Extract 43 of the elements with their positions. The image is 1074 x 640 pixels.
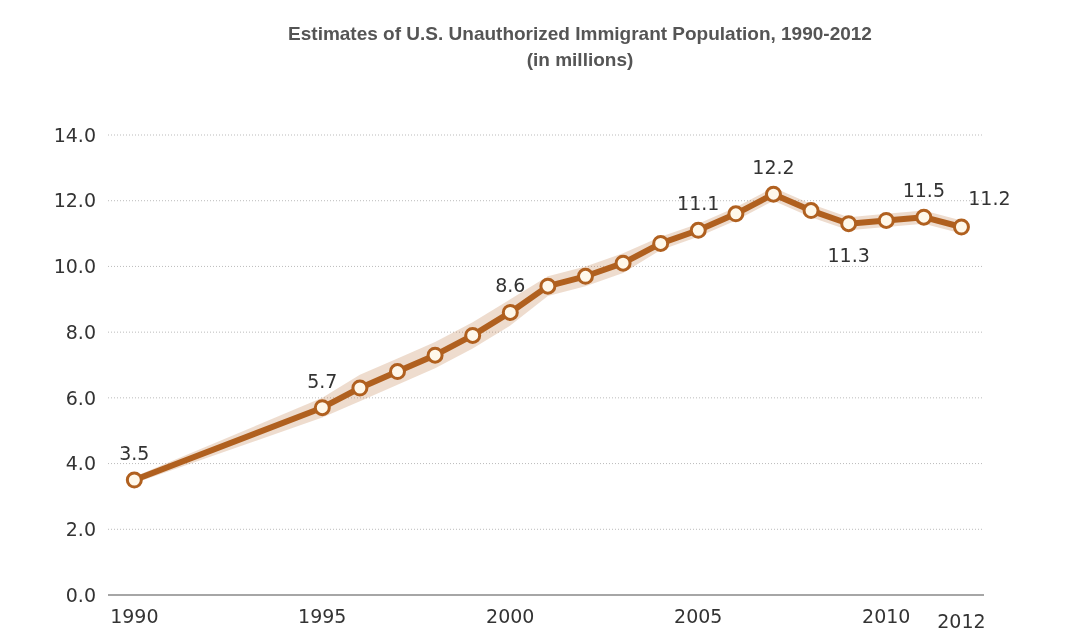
point — [539, 277, 557, 295]
x-tick-label: 2005 — [674, 605, 723, 627]
data-label: 8.6 — [495, 274, 526, 297]
point — [388, 363, 406, 381]
point — [689, 221, 707, 239]
x-tick-label: 2000 — [486, 605, 535, 627]
y-tick-label: 6.0 — [65, 386, 96, 409]
y-tick-label: 10.0 — [53, 255, 96, 278]
point — [501, 303, 519, 321]
data-label: 3.5 — [119, 442, 150, 464]
chart-subtitle: (in millions) — [526, 49, 634, 70]
point — [840, 215, 858, 233]
point — [952, 218, 970, 236]
point — [652, 234, 670, 252]
data-label: 11.5 — [902, 179, 945, 202]
point — [877, 211, 895, 229]
y-tick-label: 14.0 — [53, 123, 96, 146]
y-tick-label: 8.0 — [65, 320, 96, 343]
data-label: 5.7 — [307, 369, 338, 392]
point — [764, 185, 782, 203]
point — [125, 471, 143, 489]
data-label: 11.2 — [968, 187, 1011, 209]
y-tick-label: 12.0 — [53, 189, 96, 212]
x-tick-label: 2010 — [862, 605, 911, 627]
y-tick-label: 4.0 — [65, 452, 96, 475]
x-tick-label: 1995 — [298, 605, 347, 627]
data-label: 12.2 — [752, 156, 795, 179]
point — [727, 205, 745, 223]
point — [313, 399, 331, 417]
chart-title: Estimates of U.S. Unauthorized Immigrant Population, 1990-2012 — [288, 23, 872, 44]
x-tick-label: 2012 — [937, 610, 986, 632]
point — [576, 267, 594, 285]
point — [614, 254, 632, 272]
y-tick-label: 2.0 — [65, 517, 96, 540]
x-tick-label: 1990 — [110, 605, 159, 627]
data-label: 11.3 — [827, 243, 870, 266]
point — [426, 346, 444, 364]
data-label: 11.1 — [677, 192, 720, 215]
point — [351, 379, 369, 397]
point — [464, 326, 482, 344]
point — [915, 208, 933, 226]
y-tick-label: 0.0 — [65, 583, 96, 606]
point — [802, 202, 820, 220]
